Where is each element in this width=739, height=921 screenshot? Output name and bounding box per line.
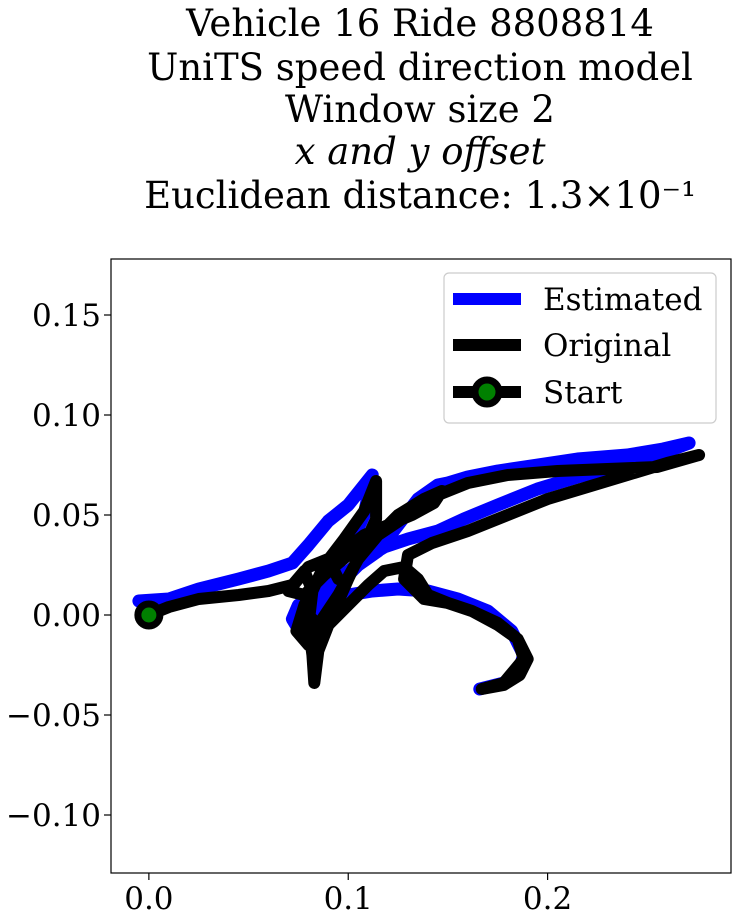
title-line-2: UniTS speed direction model xyxy=(147,46,693,89)
legend-box xyxy=(443,272,717,424)
series-line-original xyxy=(142,449,706,695)
y-tick-label: 0.00 xyxy=(32,598,101,634)
start-layer xyxy=(134,600,164,630)
y-axis: 0.15 0.10 0.05 0.00 −0.05 −0.10 xyxy=(6,298,111,834)
title-line-1: Vehicle 16 Ride 8808814 xyxy=(185,2,654,45)
title-line-3: Window size 2 xyxy=(285,88,555,131)
plot-frame xyxy=(110,258,732,874)
series-layer xyxy=(132,436,706,696)
legend: Estimated Original Start xyxy=(443,272,717,424)
legend-swatch-start-marker xyxy=(471,376,503,408)
y-tick-label: −0.10 xyxy=(6,798,101,834)
y-tick-label: 0.15 xyxy=(32,298,101,334)
title-line-5: Euclidean distance: 1.3×10⁻¹ xyxy=(144,174,696,217)
x-tick-label: 0.2 xyxy=(523,881,572,917)
start-marker xyxy=(134,600,164,630)
y-tick-label: 0.05 xyxy=(32,498,101,534)
x-tick-label: 0.0 xyxy=(124,881,173,917)
legend-label-original: Original xyxy=(543,328,671,364)
chart-title: Vehicle 16 Ride 8808814 UniTS speed dire… xyxy=(144,2,696,217)
title-line-4: x and y offset xyxy=(295,130,546,173)
x-tick-label: 0.1 xyxy=(324,881,373,917)
y-tick-label: −0.05 xyxy=(6,698,101,734)
legend-label-start: Start xyxy=(543,375,623,411)
x-axis: 0.0 0.1 0.2 xyxy=(124,873,572,917)
legend-label-estimated: Estimated xyxy=(543,282,702,318)
y-tick-label: 0.10 xyxy=(32,398,101,434)
